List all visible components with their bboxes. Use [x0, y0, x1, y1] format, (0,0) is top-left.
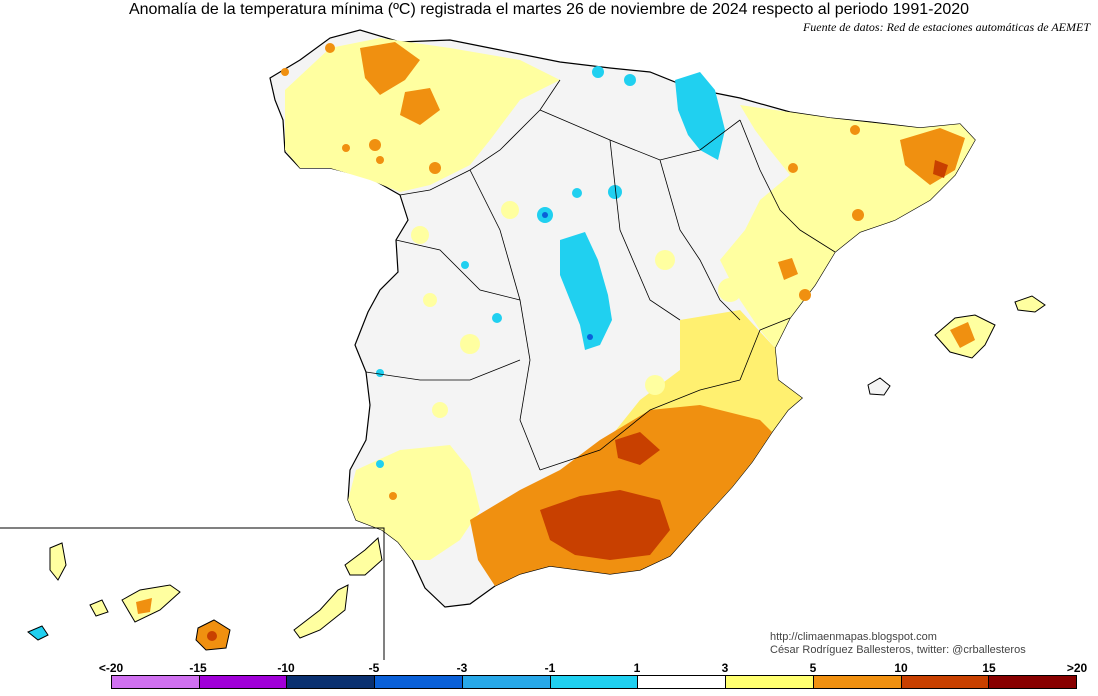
la-gomera	[89, 599, 109, 617]
legend-swatch	[813, 676, 902, 688]
legend-tick: -5	[368, 661, 380, 675]
legend-tick: 10	[894, 661, 908, 675]
legend-swatch	[112, 676, 200, 688]
ibiza	[867, 377, 891, 396]
legend-tick: <-20	[98, 661, 124, 675]
legend-tick: >20	[1066, 661, 1088, 675]
legend-swatch	[726, 676, 814, 688]
color-scale-legend	[111, 675, 1077, 689]
el-hierro	[27, 625, 49, 641]
legend-tick: -3	[456, 661, 468, 675]
legend-swatch	[989, 676, 1077, 688]
map-title: Anomalía de la temperatura mínima (ºC) r…	[128, 1, 970, 18]
legend-swatch	[199, 676, 288, 688]
north-cold-zone	[675, 72, 725, 160]
legend-swatch	[901, 676, 990, 688]
menorca	[1014, 295, 1046, 313]
legend-swatch	[462, 676, 551, 688]
legend-swatch	[287, 676, 376, 688]
center-cold-zone	[560, 232, 612, 350]
south-red-zone	[540, 490, 670, 560]
legend-tick: 5	[809, 661, 817, 675]
canary-inset-frame	[0, 527, 385, 660]
legend-swatch	[550, 676, 639, 688]
author-credit: César Rodríguez Ballesteros, twitter: @c…	[770, 644, 1026, 656]
legend-tick: 3	[721, 661, 729, 675]
fuerteventura	[293, 584, 349, 639]
legend-swatch	[375, 676, 463, 688]
legend-tick: -1	[544, 661, 556, 675]
blog-link[interactable]: http://climaenmapas.blogspot.com	[770, 631, 937, 643]
credits: http://climaenmapas.blogspot.com César R…	[770, 631, 1026, 657]
legend-ticks: <-20 -15 -10 -5 -3 -1 1 3 5 10 15 >20	[0, 661, 1098, 675]
la-palma	[49, 542, 67, 581]
legend-tick: 1	[633, 661, 641, 675]
legend-tick: 15	[982, 661, 996, 675]
legend-tick: -10	[277, 661, 295, 675]
region-borders	[365, 79, 836, 471]
legend-swatch	[638, 676, 727, 688]
data-source: Fuente de datos: Red de estaciones autom…	[802, 20, 1090, 34]
legend-tick: -15	[189, 661, 207, 675]
lanzarote	[344, 537, 383, 576]
